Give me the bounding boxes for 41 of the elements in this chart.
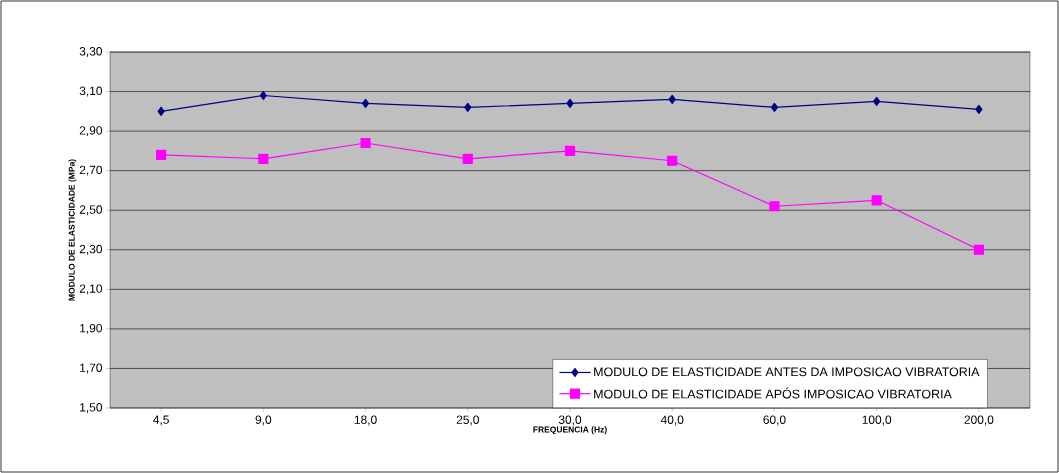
x-axis-title: FREQUENCIA (Hz): [533, 426, 607, 435]
y-tick-label: 2,30: [79, 244, 103, 255]
y-tick-label: 1,90: [80, 323, 103, 334]
point: [259, 90, 267, 101]
x-tick-label: 40,0: [660, 415, 684, 426]
point: [361, 98, 370, 108]
point: [464, 102, 472, 112]
point: [360, 137, 371, 149]
y-tick-label: 2,10: [79, 284, 103, 295]
y-tick-label: 1,50: [80, 403, 103, 413]
point: [973, 244, 984, 255]
point: [668, 94, 676, 105]
x-tick-label: 30,0: [558, 415, 582, 426]
x-tick-label: 4,5: [153, 415, 169, 426]
legend-label: MODULO DE ELASTICIDADE APÓS IMPOSICAO VIBRATORIA: [594, 387, 952, 399]
point: [769, 201, 780, 212]
x-tick-label: 200,0: [964, 415, 994, 426]
y-tick-label: 2,90: [79, 126, 103, 137]
y-tick-label: 2,70: [79, 165, 103, 176]
point: [873, 96, 881, 107]
point: [871, 195, 882, 206]
y-tick-label: 2,50: [79, 205, 103, 216]
y-tick-label: 3,10: [79, 86, 103, 97]
point: [258, 153, 269, 164]
y-tick-label: 3,30: [79, 47, 103, 57]
y-tick-label: 1,70: [80, 363, 103, 374]
point: [564, 145, 576, 156]
x-tick-label: 9,0: [255, 415, 272, 426]
x-tick-label: 25,0: [456, 415, 479, 426]
y-axis-title: MODULO DE ELASTICIDADE (MPa): [68, 159, 77, 301]
point: [156, 149, 167, 160]
point: [975, 104, 983, 114]
point: [462, 153, 473, 164]
point: [667, 155, 678, 166]
x-tick-label: 100,0: [862, 415, 892, 426]
legend-label: MODULO DE ELASTICIDADE ANTES DA IMPOSICAO VIBRATORIA: [594, 367, 980, 377]
point: [770, 102, 779, 112]
x-tick-label: 60,0: [763, 415, 786, 426]
x-tick-label: 18,0: [354, 415, 377, 426]
point: [566, 98, 574, 108]
point: [157, 106, 165, 116]
